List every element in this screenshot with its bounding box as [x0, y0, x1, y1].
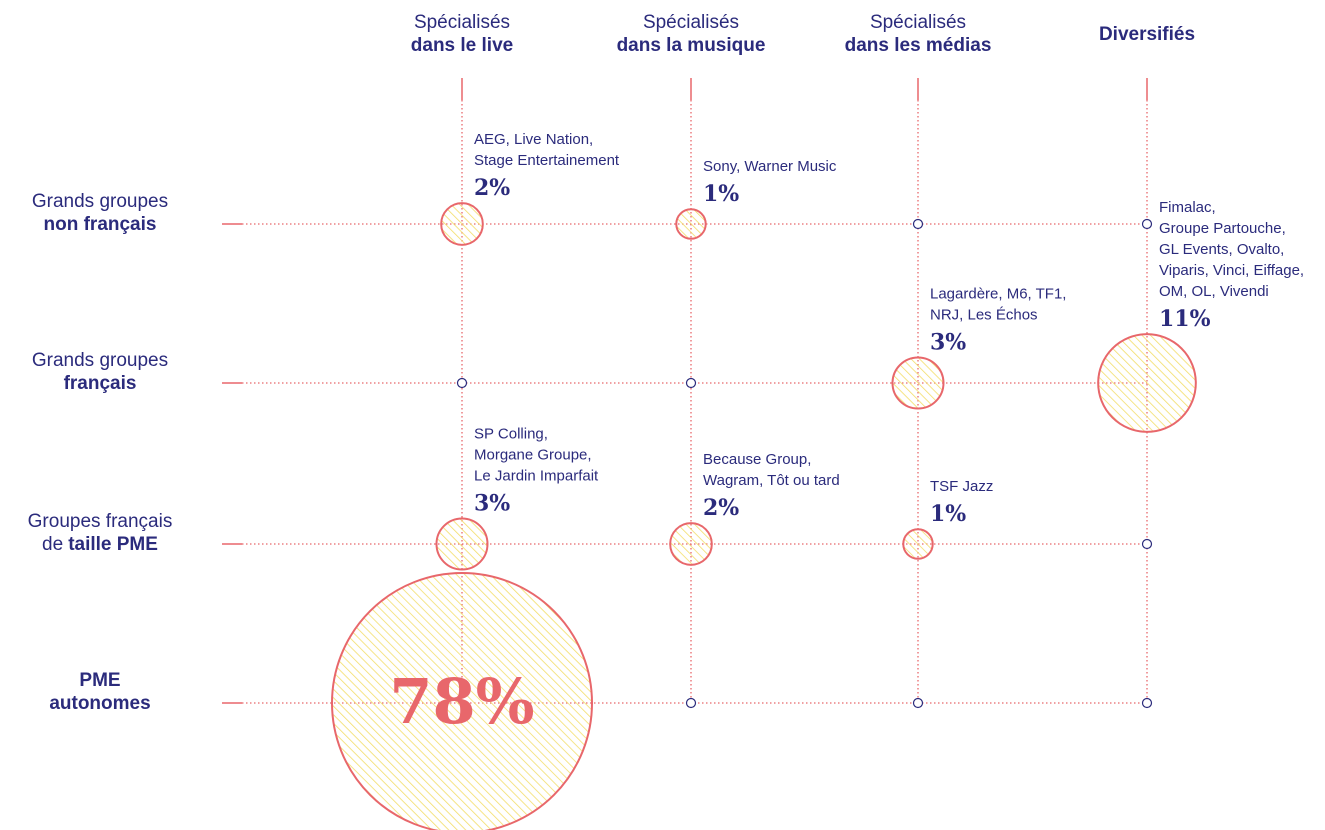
company-label: Because Group,: [703, 451, 811, 468]
bubble-fill: [892, 357, 944, 409]
column-header-text: Spécialisés: [643, 12, 739, 33]
bubble: [440, 202, 484, 246]
bubble-fill: [903, 529, 933, 559]
bubble-fill: [670, 523, 712, 565]
bubble: [331, 572, 593, 830]
value-label: 3%: [474, 491, 510, 517]
bubble-fill: [332, 573, 592, 830]
empty-cell: [1141, 218, 1153, 230]
bubble: [902, 528, 934, 560]
company-label: NRJ, Les Échos: [930, 307, 1038, 324]
value-label: 2%: [474, 175, 510, 201]
bubble: [669, 522, 713, 566]
value-label: 78%: [389, 665, 534, 738]
bubble: [1097, 333, 1197, 433]
company-label: Fimalac,: [1159, 199, 1216, 216]
company-label: Groupe Partouche,: [1159, 220, 1286, 237]
row-label-bold: français: [64, 373, 137, 394]
bubble: [675, 208, 707, 240]
row-label-bold: autonomes: [49, 693, 150, 714]
row-label: de taille PME: [42, 534, 158, 555]
empty-cell: [1141, 538, 1153, 550]
column-header: dans les médias: [845, 35, 992, 56]
row-label: Groupes français: [28, 511, 173, 532]
company-label: TSF Jazz: [930, 478, 993, 495]
row-label-text: Grands groupes: [32, 191, 168, 212]
empty-cell: [456, 377, 468, 389]
row-label: français: [64, 373, 137, 394]
company-label: Le Jardin Imparfait: [474, 468, 599, 485]
column-header: Diversifiés: [1099, 24, 1195, 45]
bubble-fill: [436, 518, 488, 570]
bubble: [891, 356, 945, 410]
empty-cell: [685, 697, 697, 709]
row-label: non français: [44, 214, 157, 235]
company-label: GL Events, Ovalto,: [1159, 241, 1284, 258]
company-label: OM, OL, Vivendi: [1159, 283, 1269, 300]
column-header: dans le live: [411, 35, 513, 56]
bubble-fill: [441, 203, 483, 245]
row-label: autonomes: [49, 693, 150, 714]
row-label-text: de: [42, 534, 63, 555]
row-label-bold: non français: [44, 214, 157, 235]
column-header: Spécialisés: [870, 12, 966, 33]
company-label: Viparis, Vinci, Eiffage,: [1159, 262, 1304, 279]
column-header: dans la musique: [617, 35, 766, 56]
company-label: AEG, Live Nation,: [474, 131, 593, 148]
bubble: [435, 517, 489, 571]
company-label: Wagram, Tôt ou tard: [703, 472, 840, 489]
company-label: Lagardère, M6, TF1,: [930, 286, 1066, 303]
row-label: Grands groupes: [32, 191, 168, 212]
empty-cell: [912, 218, 924, 230]
column-header-bold: dans le live: [411, 35, 513, 56]
row-label-text: Groupes français: [28, 511, 173, 532]
value-label: 2%: [703, 495, 739, 521]
company-label: Sony, Warner Music: [703, 158, 837, 175]
company-label: SP Colling,: [474, 426, 548, 443]
value-label: 11%: [1159, 306, 1211, 332]
value-label: 1%: [703, 181, 739, 207]
column-header-bold: dans les médias: [845, 35, 992, 56]
value-label: 3%: [930, 330, 966, 356]
column-header-bold: Diversifiés: [1099, 24, 1195, 45]
row-label: PME: [79, 670, 120, 691]
row-label: Grands groupes: [32, 350, 168, 371]
empty-cell: [912, 697, 924, 709]
column-header-text: Spécialisés: [870, 12, 966, 33]
row-label-text: Grands groupes: [32, 350, 168, 371]
empty-cell: [685, 377, 697, 389]
value-label: 1%: [930, 501, 966, 527]
empty-cell: [1141, 697, 1153, 709]
row-label-bold: PME: [79, 670, 120, 691]
bubble-fill: [676, 209, 706, 239]
column-header-bold: dans la musique: [617, 35, 766, 56]
row-label-bold: taille PME: [68, 534, 158, 555]
column-header: Spécialisés: [414, 12, 510, 33]
bubble-fill: [1098, 334, 1196, 432]
column-header-text: Spécialisés: [414, 12, 510, 33]
company-label: Stage Entertainement: [474, 152, 620, 169]
company-label: Morgane Groupe,: [474, 447, 592, 464]
column-header: Spécialisés: [643, 12, 739, 33]
